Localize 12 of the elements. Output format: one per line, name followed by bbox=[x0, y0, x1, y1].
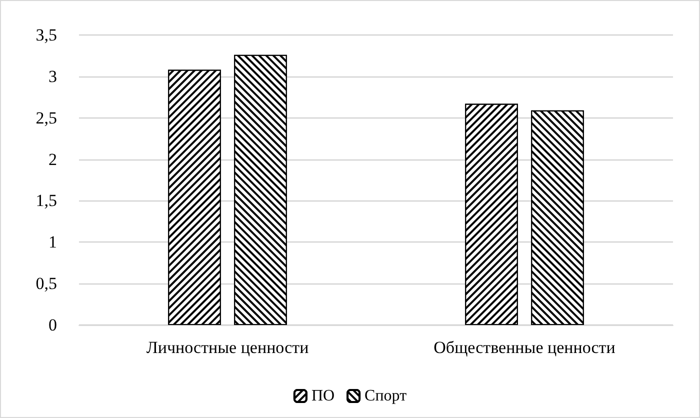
legend-label: ПО bbox=[311, 388, 335, 404]
y-tick-label: 0,5 bbox=[36, 274, 57, 294]
x-tick-label: Личностные ценности bbox=[146, 338, 309, 357]
y-tick-label: 0 bbox=[48, 316, 57, 334]
x-tick-label: Общественные ценности bbox=[434, 338, 616, 357]
y-tick-label: 3,5 bbox=[36, 26, 57, 44]
y-tick-label: 2 bbox=[48, 150, 57, 169]
legend-label: Спорт bbox=[364, 388, 407, 404]
y-tick-label: 1 bbox=[48, 232, 57, 252]
y-tick-label: 3 bbox=[48, 66, 57, 86]
y-tick-label: 2,5 bbox=[36, 108, 57, 128]
y-tick-label: 1,5 bbox=[36, 191, 57, 210]
